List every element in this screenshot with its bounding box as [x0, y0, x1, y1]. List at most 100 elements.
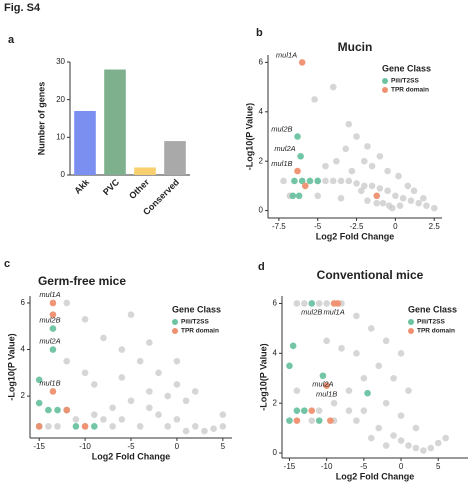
y-tick-label: 4 — [273, 348, 278, 357]
point — [364, 197, 371, 205]
x-tick-label: -5 — [314, 222, 322, 231]
point — [81, 315, 89, 323]
point — [118, 346, 126, 353]
figure-title: Fig. S4 — [4, 2, 41, 14]
annotation: mul1B — [39, 378, 60, 387]
point — [191, 388, 199, 395]
point — [373, 192, 381, 200]
x-tick-label: 0 — [393, 222, 398, 231]
point — [412, 424, 420, 432]
point — [90, 423, 98, 430]
legend-swatch — [408, 328, 414, 334]
point — [100, 416, 107, 423]
point — [382, 337, 390, 345]
point — [375, 424, 383, 432]
point — [173, 416, 181, 423]
point — [397, 350, 405, 357]
point — [314, 177, 322, 185]
point — [399, 194, 407, 202]
point — [412, 444, 420, 452]
legend-label: Pili/T2SS — [391, 78, 419, 85]
point — [35, 423, 43, 430]
point — [420, 194, 427, 202]
point — [109, 423, 116, 430]
point — [430, 204, 438, 212]
point — [49, 325, 57, 332]
point — [337, 194, 345, 202]
x-tick-label: Other — [127, 177, 151, 201]
point — [385, 202, 393, 209]
point — [286, 417, 293, 424]
point — [364, 389, 371, 397]
y-tick-label: 4 — [259, 107, 264, 116]
point — [360, 374, 368, 382]
point — [392, 192, 399, 200]
legend-title: Gene Class — [172, 304, 221, 314]
y-tick-label: 6 — [273, 299, 278, 308]
x-tick-label: -15 — [33, 442, 45, 451]
annotation: mul1A — [276, 50, 297, 59]
point — [295, 192, 303, 200]
x-axis-label: Log2 Fold Change — [336, 471, 415, 481]
x-tick-label: 2.5 — [429, 222, 441, 231]
legend-title: Gene Class — [382, 63, 431, 73]
legend-label: Pili/T2SS — [417, 319, 445, 326]
panel-label: c — [4, 258, 10, 270]
point — [338, 345, 345, 352]
point — [72, 416, 80, 423]
annotation: mul1B — [316, 390, 337, 399]
y-tick-label: 2 — [259, 156, 264, 165]
point — [368, 182, 376, 190]
bar — [164, 141, 186, 175]
point — [382, 442, 390, 449]
point — [373, 199, 381, 207]
point — [427, 444, 435, 452]
point — [293, 417, 301, 424]
point — [367, 434, 375, 442]
point — [345, 120, 353, 128]
point — [367, 325, 375, 332]
x-axis-label: Log2 Fold Change — [92, 451, 171, 461]
point — [298, 177, 306, 185]
point — [298, 59, 306, 66]
point — [127, 311, 135, 318]
point — [405, 442, 412, 449]
point — [191, 423, 199, 430]
point — [308, 417, 316, 424]
point — [301, 300, 308, 307]
panel-label: b — [256, 27, 263, 39]
point — [63, 406, 71, 414]
annotation: mul2B — [301, 307, 322, 316]
chart-title: Mucin — [338, 40, 373, 54]
point — [364, 143, 371, 150]
point — [201, 427, 208, 435]
point — [397, 437, 405, 444]
panel-label: d — [258, 261, 265, 273]
point — [293, 407, 301, 414]
x-tick-label: 5 — [221, 442, 226, 451]
legend-label: TPR domain — [181, 328, 219, 335]
point — [353, 312, 360, 320]
point — [81, 369, 89, 377]
point — [182, 397, 190, 405]
x-tick-label: -5 — [360, 462, 368, 471]
x-tick-label: Akk — [72, 176, 91, 195]
point — [49, 388, 57, 395]
point — [323, 382, 330, 390]
point — [301, 182, 309, 190]
point — [375, 362, 383, 370]
y-tick-label: 10 — [56, 132, 65, 141]
point — [146, 388, 153, 395]
point — [382, 399, 390, 407]
annotation: mul1B — [271, 159, 292, 168]
y-tick-label: 2 — [21, 391, 26, 400]
y-tick-label: 6 — [259, 58, 264, 67]
point — [280, 177, 287, 185]
point — [390, 374, 397, 382]
legend-label: TPR domain — [391, 87, 429, 94]
point — [136, 357, 144, 365]
x-tick-label: -15 — [284, 462, 296, 471]
point — [353, 417, 360, 424]
panel-label: a — [8, 34, 15, 46]
point — [329, 177, 337, 185]
